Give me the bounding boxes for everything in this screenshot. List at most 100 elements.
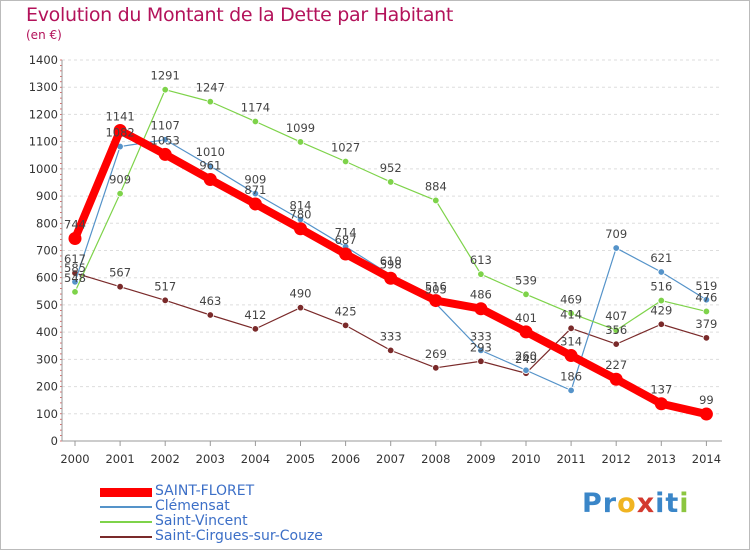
- data-label: 260: [515, 349, 537, 363]
- data-label: 356: [605, 323, 627, 337]
- x-tick-label: 2014: [692, 452, 721, 466]
- data-label: 610: [380, 254, 402, 268]
- data-label: 269: [425, 347, 447, 361]
- legend: SAINT-FLORET Clémensat Saint-Vincent Saint-…: [100, 483, 360, 545]
- x-tick-label: 2000: [60, 452, 89, 466]
- y-tick-label: 800: [36, 216, 58, 230]
- data-point: [474, 302, 488, 316]
- data-point: [68, 232, 82, 246]
- data-label: 613: [470, 253, 492, 267]
- x-tick-label: 2003: [196, 452, 225, 466]
- data-label: 249: [515, 352, 537, 366]
- data-label: 425: [335, 304, 357, 318]
- data-label: 486: [470, 288, 492, 302]
- data-point: [429, 294, 443, 308]
- data-label: 516: [425, 280, 447, 294]
- y-tick-label: 500: [36, 298, 58, 312]
- data-point: [296, 138, 305, 146]
- data-point: [702, 296, 711, 304]
- data-point: [116, 282, 124, 291]
- legend-item: Clémensat: [100, 498, 360, 515]
- x-tick-label: 2013: [647, 452, 676, 466]
- data-point: [477, 270, 485, 278]
- legend-label: Saint-Cirgues-sur-Couze: [155, 528, 323, 544]
- data-point: [702, 334, 711, 342]
- x-tick-label: 2002: [151, 452, 180, 466]
- x-tick-label: 2011: [556, 452, 585, 466]
- data-point: [612, 326, 620, 334]
- data-point: [296, 303, 305, 312]
- data-label: 1291: [151, 69, 180, 83]
- data-point: [116, 189, 124, 198]
- y-tick-label: 1400: [29, 53, 58, 67]
- data-point: [477, 357, 485, 365]
- data-label: 414: [560, 307, 582, 321]
- logo-letter: i: [655, 488, 666, 519]
- logo-letter: o: [617, 488, 637, 519]
- x-tick-label: 2004: [241, 452, 270, 466]
- data-point: [161, 296, 169, 305]
- x-tick-label: 2012: [602, 452, 631, 466]
- y-tick-label: 0: [51, 434, 58, 448]
- data-point: [609, 372, 623, 386]
- data-point: [657, 268, 665, 276]
- data-labels: 744 1141 1053 961 871 780 687 598 516 486 401 314 22…: [64, 69, 717, 407]
- data-label: 293: [470, 340, 492, 354]
- data-label: 333: [380, 329, 402, 343]
- data-point: [699, 407, 713, 421]
- data-point: [522, 366, 530, 374]
- data-point: [339, 247, 353, 261]
- data-label: 463: [199, 294, 221, 308]
- logo-letter: i: [679, 488, 690, 519]
- data-label: 505: [425, 283, 447, 297]
- data-label: 1247: [196, 81, 225, 95]
- legend-item: Saint-Vincent: [100, 513, 360, 530]
- logo-letter: r: [602, 488, 618, 519]
- data-label: 1010: [196, 145, 225, 159]
- data-point: [341, 157, 350, 166]
- data-label: 407: [605, 309, 627, 323]
- data-label: 1082: [105, 126, 134, 140]
- data-point: [657, 320, 665, 328]
- x-tick-label: 2010: [511, 452, 540, 466]
- data-label: 314: [560, 335, 582, 349]
- data-point: [519, 325, 533, 339]
- x-tick-label: 2008: [421, 452, 450, 466]
- data-label: 99: [699, 393, 714, 407]
- data-label: 585: [64, 261, 86, 275]
- data-point: [522, 290, 530, 299]
- data-label: 490: [290, 287, 312, 301]
- data-label: 412: [244, 308, 266, 322]
- data-point: [387, 178, 395, 186]
- data-label: 401: [515, 311, 537, 325]
- data-label: 1099: [286, 121, 315, 135]
- y-tick-label: 1200: [29, 107, 58, 121]
- logo-letter: P: [582, 488, 603, 519]
- data-label: 780: [290, 208, 312, 222]
- data-point: [203, 172, 217, 186]
- data-point: [384, 271, 398, 285]
- y-tick-label: 400: [36, 325, 58, 339]
- y-tick-label: 1100: [29, 135, 58, 149]
- data-point: [657, 296, 665, 305]
- legend-swatch: [100, 521, 152, 523]
- data-point: [654, 397, 668, 411]
- data-point: [612, 340, 620, 348]
- chart-title: Evolution du Montant de la Dette par Hab…: [26, 4, 454, 26]
- data-point: [251, 189, 260, 198]
- series-lines: [68, 85, 713, 421]
- data-label: 1053: [151, 133, 180, 147]
- x-tick-label: 2009: [466, 452, 495, 466]
- data-point: [248, 197, 262, 211]
- data-point: [71, 288, 79, 296]
- y-axis-unit: (en €): [26, 28, 62, 42]
- data-label: 519: [695, 279, 717, 293]
- legend-label: Saint-Vincent: [155, 513, 248, 529]
- data-label: 539: [515, 273, 537, 287]
- legend-item: SAINT-FLORET: [100, 483, 360, 500]
- data-label: 517: [154, 279, 176, 293]
- data-label: 548: [64, 271, 86, 285]
- axes: 0 100 200 300 400 500 600 700 800 900 1000 1100 1200…: [29, 53, 722, 466]
